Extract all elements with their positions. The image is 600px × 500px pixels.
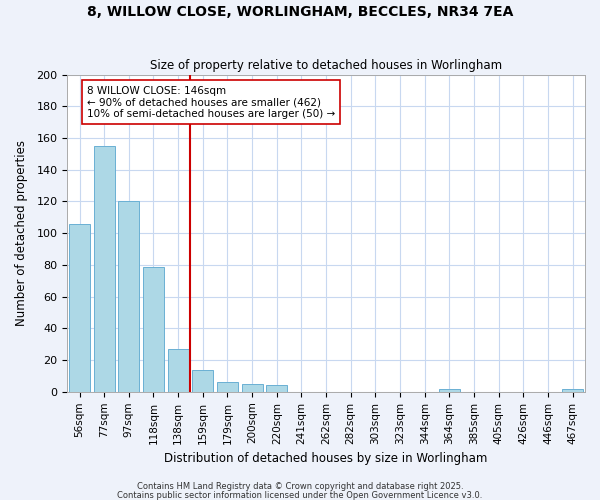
Bar <box>217 382 238 392</box>
Bar <box>69 224 90 392</box>
Bar <box>439 388 460 392</box>
Text: Contains HM Land Registry data © Crown copyright and database right 2025.: Contains HM Land Registry data © Crown c… <box>137 482 463 491</box>
Title: Size of property relative to detached houses in Worlingham: Size of property relative to detached ho… <box>150 59 502 72</box>
Text: 8 WILLOW CLOSE: 146sqm
← 90% of detached houses are smaller (462)
10% of semi-de: 8 WILLOW CLOSE: 146sqm ← 90% of detached… <box>87 86 335 119</box>
Bar <box>242 384 263 392</box>
Bar <box>143 266 164 392</box>
Bar <box>193 370 213 392</box>
Text: 8, WILLOW CLOSE, WORLINGHAM, BECCLES, NR34 7EA: 8, WILLOW CLOSE, WORLINGHAM, BECCLES, NR… <box>87 5 513 19</box>
Bar <box>562 388 583 392</box>
X-axis label: Distribution of detached houses by size in Worlingham: Distribution of detached houses by size … <box>164 452 488 465</box>
Bar <box>266 386 287 392</box>
Bar <box>167 349 188 392</box>
Bar <box>118 202 139 392</box>
Text: Contains public sector information licensed under the Open Government Licence v3: Contains public sector information licen… <box>118 490 482 500</box>
Bar <box>94 146 115 392</box>
Y-axis label: Number of detached properties: Number of detached properties <box>15 140 28 326</box>
